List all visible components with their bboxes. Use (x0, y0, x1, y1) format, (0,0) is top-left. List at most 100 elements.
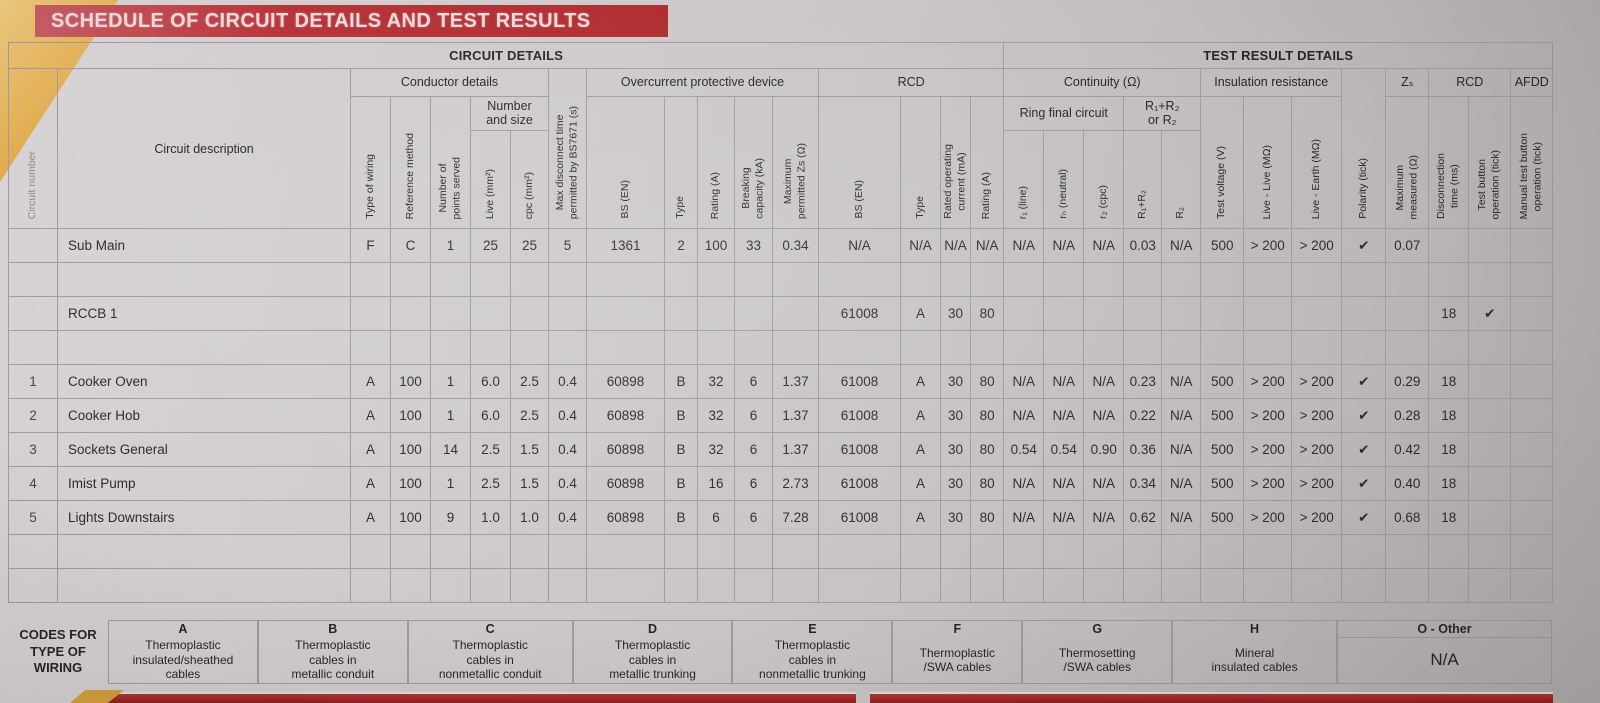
cell (1468, 568, 1512, 603)
cell: 0.23 (1123, 364, 1163, 399)
cell (1468, 466, 1512, 501)
cell (1341, 330, 1387, 365)
cell: 6 (697, 500, 735, 535)
cell (57, 330, 351, 365)
cell (8, 228, 58, 263)
cell: 2.5 (510, 398, 549, 433)
cell (1385, 330, 1430, 365)
cell (390, 296, 431, 331)
cell (1468, 262, 1512, 297)
cell: N/A (1003, 466, 1045, 501)
cell: N/A (1003, 398, 1045, 433)
cell: 61008 (818, 500, 901, 535)
cell: 0.40 (1385, 466, 1430, 501)
cell (1161, 262, 1202, 297)
cell (969, 262, 1005, 297)
cell: N/A (1043, 466, 1085, 501)
cell (664, 330, 698, 365)
cell: A (900, 432, 941, 467)
cell: 1.5 (510, 466, 549, 501)
cell: ✔ (1341, 432, 1387, 467)
cell (818, 568, 901, 603)
cell: A (350, 500, 391, 535)
col-header-maximum-measured: Maximum measured (Ω) (1385, 96, 1430, 229)
cell: N/A (818, 228, 901, 263)
cell (1083, 262, 1125, 297)
cell: 0.62 (1123, 500, 1163, 535)
col-header-r1-line: r₁ (line) (1003, 130, 1045, 229)
cell (1043, 262, 1085, 297)
cell (1468, 534, 1512, 569)
cell: 9 (430, 500, 471, 535)
cell: 16 (697, 466, 735, 501)
cell: 6 (734, 398, 773, 433)
table-row: 3 Sockets General A 100 14 2.5 1.5 0.4 60898 B 32 6… (8, 432, 1554, 467)
cell (1291, 534, 1343, 569)
cell: 30 (940, 466, 971, 501)
cell: 18 (1428, 466, 1470, 501)
cell: 100 (390, 500, 431, 535)
col-header-type-of-wiring: Type of wiring (350, 96, 391, 229)
cell: 5 (8, 500, 58, 535)
legend-item-d: D Thermoplastic cables in metallic trunk… (572, 620, 733, 684)
cell: 1 (430, 228, 471, 263)
cell: 6 (734, 432, 773, 467)
cell (1385, 296, 1430, 331)
cell (734, 330, 773, 365)
cell: N/A (1083, 364, 1125, 399)
col-header-polarity: Polarity (tick) (1341, 68, 1387, 229)
cell (1003, 262, 1045, 297)
cell (390, 534, 431, 569)
cell: 30 (940, 398, 971, 433)
cell (430, 262, 471, 297)
cell (1123, 296, 1163, 331)
cell (1243, 330, 1293, 365)
cell: 60898 (586, 364, 665, 399)
next-page-corner-fold (70, 690, 124, 703)
cell (1083, 568, 1125, 603)
group-rcd-test: RCD (1428, 68, 1512, 97)
cell: 80 (969, 398, 1005, 433)
cell (8, 262, 58, 297)
cell (1043, 296, 1085, 331)
legend-code: B (328, 622, 338, 636)
cell (57, 262, 351, 297)
next-page-banner-gap (856, 691, 870, 703)
cell (350, 330, 391, 365)
cell: N/A (1161, 364, 1202, 399)
cell (1468, 228, 1512, 263)
legend-item-g: G Thermosetting /SWA cables (1022, 620, 1173, 684)
cell: 18 (1428, 432, 1470, 467)
cell (586, 534, 665, 569)
cell: B (664, 500, 698, 535)
cell (1510, 534, 1554, 569)
col-header-ocpd-type: Type (664, 96, 698, 229)
cell (470, 568, 511, 603)
legend-desc: Thermosetting /SWA cables (1058, 645, 1136, 674)
cell: N/A (1003, 500, 1045, 535)
legend-item-b: B Thermoplastic cables in metallic condu… (257, 620, 408, 684)
legend-code: D (648, 622, 658, 636)
cell (8, 330, 58, 365)
cell: F (350, 228, 391, 263)
cell: 0.28 (1385, 398, 1430, 433)
cell (430, 296, 471, 331)
legend-item-e: E Thermoplastic cables in nonmetallic tr… (732, 620, 893, 684)
cell (1003, 534, 1045, 569)
legend-code: F (953, 622, 962, 636)
cell (510, 296, 549, 331)
cell: 30 (940, 500, 971, 535)
cell: 1 (430, 364, 471, 399)
legend-code: E (808, 622, 817, 636)
cell: 61008 (818, 466, 901, 501)
cell: 6 (734, 466, 773, 501)
cell: Lights Downstairs (57, 500, 351, 535)
next-page-banner-edge (88, 692, 1553, 703)
cell: A (900, 364, 941, 399)
cell (510, 330, 549, 365)
cell: 0.4 (548, 466, 587, 501)
col-header-points-served: Number of points served (430, 96, 471, 229)
cell: 61008 (818, 432, 901, 467)
cell: 60898 (586, 398, 665, 433)
